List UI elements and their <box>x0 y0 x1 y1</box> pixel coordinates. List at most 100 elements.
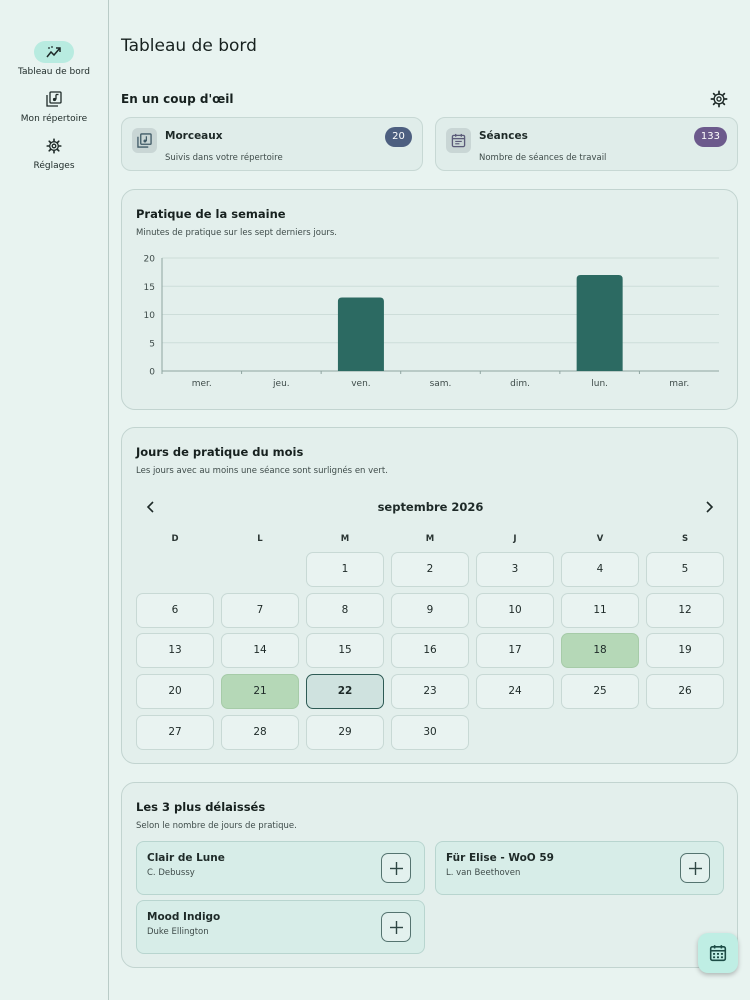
y-tick-label: 15 <box>144 283 155 293</box>
stat-card-title: Morceaux <box>165 130 223 142</box>
weekday-header: D <box>171 534 179 544</box>
stat-card-subtitle: Suivis dans votre répertoire <box>165 153 283 163</box>
x-tick-label: jeu. <box>272 379 290 389</box>
y-tick-label: 20 <box>144 255 156 265</box>
neglected-subtitle: Selon le nombre de jours de pratique. <box>136 821 297 831</box>
add-session-button[interactable] <box>381 912 411 942</box>
gear-icon <box>34 135 74 157</box>
weekday-header: M <box>340 534 350 544</box>
next-month-button[interactable] <box>700 498 718 516</box>
monthly-practice-subtitle: Les jours avec au moins une séance sont … <box>136 466 388 476</box>
count-badge: 133 <box>693 127 727 147</box>
stat-card-subtitle: Nombre de séances de travail <box>479 153 607 163</box>
calendar-day[interactable]: 2 <box>391 552 469 587</box>
calendar-day[interactable]: 16 <box>391 633 469 669</box>
weekday-header: V <box>596 534 604 544</box>
weekly-practice-subtitle: Minutes de pratique sur les sept dernier… <box>136 228 337 238</box>
calendar-day[interactable]: 3 <box>476 552 554 587</box>
piece-composer: C. Debussy <box>147 868 195 878</box>
calendar-icon <box>709 945 727 962</box>
calendar-month-label: septembre 2026 <box>377 500 484 514</box>
chevron-right-icon <box>706 501 714 513</box>
calendar-day[interactable]: 25 <box>561 674 639 710</box>
neglected-title: Les 3 plus délaissés <box>136 800 266 814</box>
add-session-button[interactable] <box>680 853 710 883</box>
x-tick-label: sam. <box>430 379 452 389</box>
calendar-day[interactable]: 9 <box>391 592 469 628</box>
weekday-header: J <box>513 534 517 544</box>
sidebar-item-settings[interactable]: Réglages <box>0 135 108 171</box>
calendar-day[interactable]: 8 <box>306 592 384 628</box>
x-tick-label: mer. <box>192 379 212 389</box>
x-tick-label: lun. <box>591 379 608 389</box>
calendar-day[interactable]: 21 <box>221 674 299 710</box>
calendar-day[interactable]: 29 <box>306 714 384 750</box>
calendar-day[interactable]: 11 <box>561 592 639 628</box>
calendar-day[interactable]: 20 <box>136 674 214 710</box>
calendar-day[interactable]: 18 <box>561 633 639 669</box>
weekday-header: S <box>681 534 689 544</box>
calendar-day[interactable]: 24 <box>476 674 554 710</box>
overview-settings-button[interactable] <box>710 90 728 108</box>
sidebar: Tableau de bord Mon répertoire Réglages <box>0 0 109 1000</box>
sidebar-item-label: Réglages <box>33 161 75 171</box>
calendar-day[interactable]: 27 <box>136 714 214 750</box>
calendar-day[interactable]: 22 <box>306 674 384 710</box>
music-library-icon <box>34 88 74 110</box>
piece-composer: Duke Ellington <box>147 927 209 937</box>
sidebar-item-label: Mon répertoire <box>20 114 88 124</box>
neglected-piece-card[interactable]: Clair de Lune C. Debussy <box>136 841 425 895</box>
bar <box>576 274 623 371</box>
calendar-day[interactable]: 17 <box>476 633 554 669</box>
chevron-left-icon <box>146 501 154 513</box>
calendar-day[interactable]: 13 <box>136 633 214 669</box>
calendar-day[interactable]: 1 <box>306 552 384 587</box>
calendar-day[interactable]: 12 <box>646 592 724 628</box>
plus-icon <box>390 921 403 934</box>
calendar-day[interactable]: 14 <box>221 633 299 669</box>
music-library-icon <box>132 128 157 153</box>
calendar-day[interactable]: 6 <box>136 592 214 628</box>
weekday-header: M <box>425 534 435 544</box>
calendar-icon <box>446 128 471 153</box>
calendar-day[interactable]: 19 <box>646 633 724 669</box>
calendar-day[interactable]: 15 <box>306 633 384 669</box>
x-tick-label: ven. <box>351 379 370 389</box>
calendar-day[interactable]: 10 <box>476 592 554 628</box>
calendar-day[interactable]: 23 <box>391 674 469 710</box>
sidebar-item-dashboard[interactable]: Tableau de bord <box>0 41 108 77</box>
neglected-piece-card[interactable]: Für Elise - WoO 59 L. van Beethoven <box>435 841 724 895</box>
weekly-practice-panel: Pratique de la semaine Minutes de pratiq… <box>121 189 738 410</box>
sidebar-item-label: Tableau de bord <box>18 67 90 77</box>
neglected-piece-card[interactable]: Mood Indigo Duke Ellington <box>136 900 425 954</box>
weekly-practice-chart: 0 5 10 15 20 mer. jeu. ven. sam. dim. lun. mar. <box>144 255 719 389</box>
calendar-day[interactable]: 28 <box>221 714 299 750</box>
x-tick-label: mar. <box>669 379 689 389</box>
calendar-fab-button[interactable] <box>698 933 738 973</box>
plus-icon <box>689 862 702 875</box>
add-session-button[interactable] <box>381 853 411 883</box>
calendar-day[interactable]: 26 <box>646 674 724 710</box>
y-tick-label: 5 <box>149 339 155 349</box>
weekly-practice-title: Pratique de la semaine <box>136 207 286 221</box>
calendar-day[interactable]: 5 <box>646 552 724 587</box>
sidebar-item-repertoire[interactable]: Mon répertoire <box>0 88 108 124</box>
calendar-day[interactable]: 30 <box>391 714 469 750</box>
x-tick-label: dim. <box>510 379 530 389</box>
plus-icon <box>390 862 403 875</box>
trending-chart-icon <box>34 41 74 63</box>
stat-card-pieces[interactable]: Morceaux Suivis dans votre répertoire 20 <box>121 117 423 171</box>
stat-card-sessions[interactable]: Séances Nombre de séances de travail 133 <box>435 117 738 171</box>
page-title: Tableau de bord <box>121 36 257 56</box>
count-badge: 20 <box>385 127 412 147</box>
previous-month-button[interactable] <box>142 498 160 516</box>
y-tick-label: 10 <box>144 311 156 321</box>
y-tick-label: 0 <box>149 368 155 378</box>
stat-card-title: Séances <box>479 130 528 142</box>
calendar-day[interactable]: 4 <box>561 552 639 587</box>
bar <box>337 297 384 371</box>
piece-title: Mood Indigo <box>147 911 221 923</box>
weekday-header: L <box>257 534 263 544</box>
calendar-day[interactable]: 7 <box>221 592 299 628</box>
piece-title: Clair de Lune <box>147 852 225 864</box>
